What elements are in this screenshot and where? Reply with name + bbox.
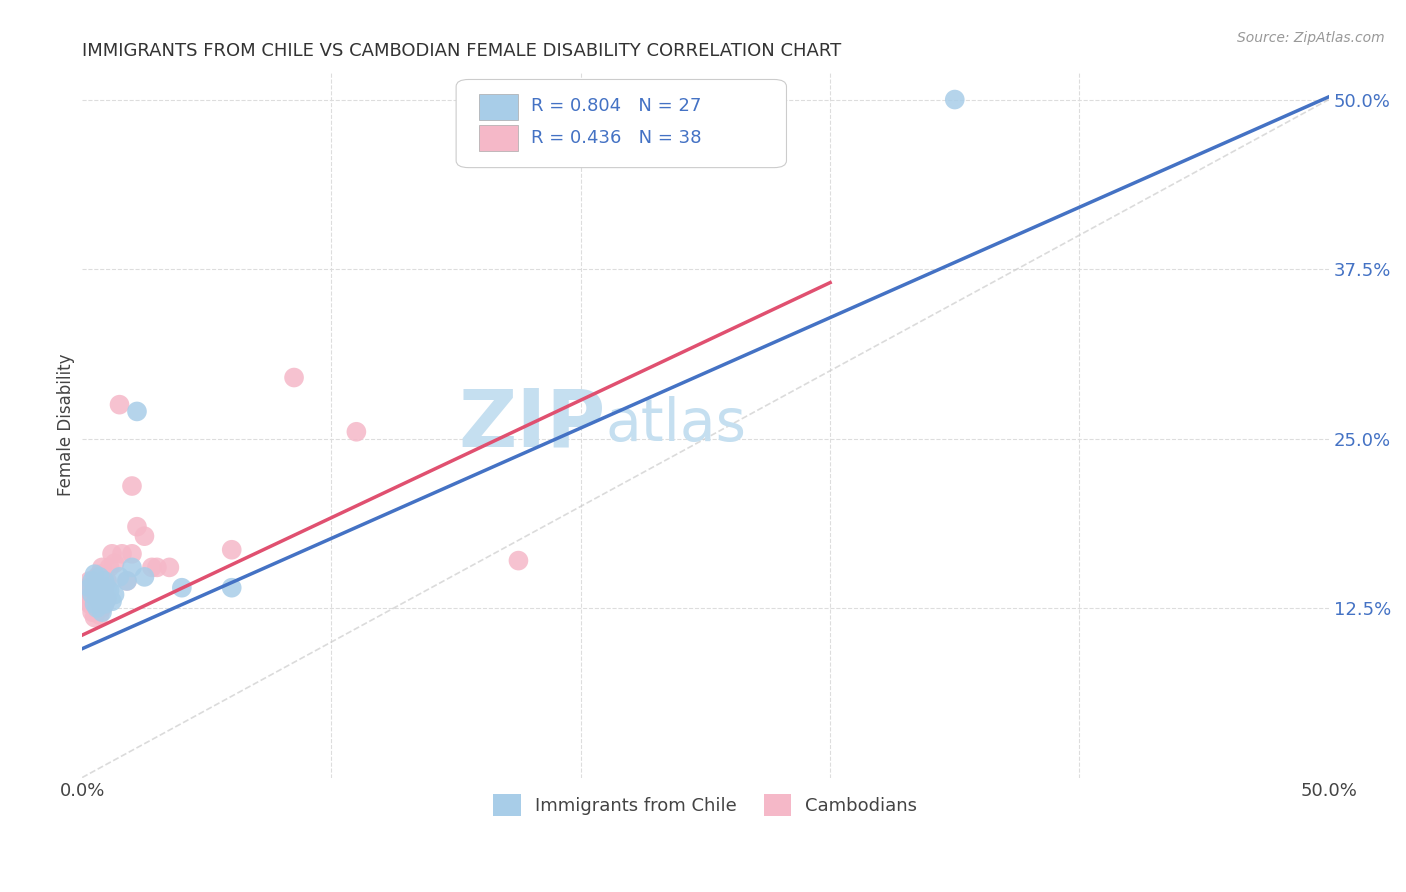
Point (79, 581, 101, 595)
Point (89, 607, 111, 622)
Point (83, 583, 105, 598)
Point (82, 587, 104, 601)
Point (115, 574, 138, 588)
Point (221, 581, 243, 595)
Point (96, 591, 118, 606)
Point (93, 581, 115, 595)
Point (98, 560, 121, 574)
Point (86, 570, 108, 584)
Point (89, 594, 111, 608)
Point (91, 587, 114, 601)
Point (91, 601, 114, 615)
Point (86, 601, 108, 615)
Point (86, 587, 108, 601)
Point (89, 570, 111, 584)
Point (125, 404, 148, 418)
Point (93, 597, 115, 611)
Point (134, 570, 156, 584)
Point (82, 574, 104, 588)
Y-axis label: Female Disability: Female Disability (58, 354, 75, 496)
Point (103, 587, 125, 601)
Text: R = 0.804   N = 27: R = 0.804 N = 27 (531, 97, 702, 115)
Point (121, 560, 143, 574)
Point (121, 479, 143, 493)
Point (111, 547, 134, 561)
Point (79, 574, 101, 588)
Point (344, 425, 367, 439)
Point (170, 581, 193, 595)
Point (82, 605, 104, 619)
FancyBboxPatch shape (456, 79, 786, 168)
Point (221, 542, 243, 557)
Point (93, 574, 115, 588)
Point (141, 560, 163, 574)
Point (157, 560, 180, 574)
Point (98, 583, 121, 598)
Point (508, 553, 530, 567)
Point (83, 610, 105, 624)
Point (91, 560, 114, 574)
Point (83, 583, 105, 598)
Point (83, 567, 105, 582)
Point (146, 560, 169, 574)
Text: IMMIGRANTS FROM CHILE VS CAMBODIAN FEMALE DISABILITY CORRELATION CHART: IMMIGRANTS FROM CHILE VS CAMBODIAN FEMAL… (82, 42, 841, 60)
Point (115, 574, 138, 588)
Point (82, 591, 104, 606)
Point (103, 557, 125, 571)
Point (83, 597, 105, 611)
Point (76, 581, 98, 595)
Text: ZIP: ZIP (458, 386, 606, 464)
Point (96, 574, 118, 588)
Point (83, 597, 105, 611)
Point (89, 567, 111, 582)
Point (125, 519, 148, 533)
Point (134, 529, 156, 543)
Point (76, 594, 98, 608)
Point (101, 594, 124, 608)
Point (96, 591, 118, 606)
Text: Source: ZipAtlas.com: Source: ZipAtlas.com (1237, 31, 1385, 45)
Text: atlas: atlas (606, 396, 747, 453)
Point (943, 93, 966, 107)
Point (91, 605, 114, 619)
FancyBboxPatch shape (478, 125, 519, 151)
Point (86, 578, 108, 592)
Text: R = 0.436   N = 38: R = 0.436 N = 38 (531, 129, 702, 147)
Point (108, 398, 131, 412)
Point (108, 570, 131, 584)
FancyBboxPatch shape (478, 95, 519, 120)
Point (101, 547, 124, 561)
Point (89, 594, 111, 608)
Point (121, 547, 143, 561)
Point (93, 597, 115, 611)
Point (79, 597, 101, 611)
Legend: Immigrants from Chile, Cambodians: Immigrants from Chile, Cambodians (485, 785, 927, 825)
Point (283, 370, 305, 384)
Point (96, 581, 118, 595)
Point (79, 583, 101, 598)
